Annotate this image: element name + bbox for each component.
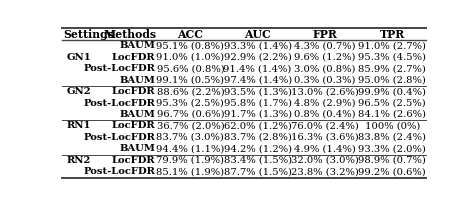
Text: 3.0% (0.8%): 3.0% (0.8%) — [294, 64, 356, 73]
Text: 91.4% (1.4%): 91.4% (1.4%) — [223, 64, 292, 73]
Text: 100% (0%): 100% (0%) — [365, 121, 420, 131]
Text: 95.6% (0.8%): 95.6% (0.8%) — [156, 64, 224, 73]
Text: AUC: AUC — [244, 29, 271, 40]
Text: Post-LocFDR: Post-LocFDR — [83, 64, 155, 73]
Text: 95.8% (1.7%): 95.8% (1.7%) — [224, 99, 292, 108]
Text: BAUM: BAUM — [119, 41, 155, 50]
Text: 76.0% (2.4%): 76.0% (2.4%) — [291, 121, 359, 131]
Text: 62.0% (1.2%): 62.0% (1.2%) — [224, 121, 292, 131]
Text: 84.1% (2.6%): 84.1% (2.6%) — [358, 110, 426, 119]
Text: Post-LocFDR: Post-LocFDR — [83, 133, 155, 142]
Text: Settings: Settings — [64, 29, 115, 40]
Text: 9.6% (1.2%): 9.6% (1.2%) — [294, 53, 356, 62]
Text: 32.0% (3.0%): 32.0% (3.0%) — [291, 156, 359, 165]
Text: 13.0% (2.6%): 13.0% (2.6%) — [291, 87, 359, 96]
Text: 83.4% (1.5%): 83.4% (1.5%) — [224, 156, 292, 165]
Text: BAUM: BAUM — [119, 75, 155, 85]
Text: 85.9% (2.7%): 85.9% (2.7%) — [358, 64, 426, 73]
Text: 79.9% (1.9%): 79.9% (1.9%) — [156, 156, 224, 165]
Text: 91.0% (2.7%): 91.0% (2.7%) — [358, 41, 426, 50]
Text: 94.4% (1.1%): 94.4% (1.1%) — [156, 144, 225, 153]
Text: TPR: TPR — [380, 29, 405, 40]
Text: 23.8% (3.2%): 23.8% (3.2%) — [291, 167, 359, 176]
Text: 94.2% (1.2%): 94.2% (1.2%) — [224, 144, 292, 153]
Text: 98.9% (0.7%): 98.9% (0.7%) — [358, 156, 426, 165]
Text: 92.9% (2.2%): 92.9% (2.2%) — [224, 53, 292, 62]
Text: BAUM: BAUM — [119, 144, 155, 153]
Text: FPR: FPR — [312, 29, 337, 40]
Text: LocFDR: LocFDR — [112, 87, 155, 96]
Text: Methods: Methods — [104, 29, 157, 40]
Text: 95.3% (4.5%): 95.3% (4.5%) — [358, 53, 426, 62]
Text: 93.3% (1.4%): 93.3% (1.4%) — [224, 41, 292, 50]
Text: ACC: ACC — [177, 29, 203, 40]
Text: 4.8% (2.9%): 4.8% (2.9%) — [294, 99, 356, 108]
Text: 4.9% (1.4%): 4.9% (1.4%) — [294, 144, 356, 153]
Text: Post-LocFDR: Post-LocFDR — [83, 167, 155, 176]
Text: 0.3% (0.3%): 0.3% (0.3%) — [294, 75, 356, 85]
Text: 95.3% (2.5%): 95.3% (2.5%) — [156, 99, 224, 108]
Text: 88.6% (2.2%): 88.6% (2.2%) — [156, 87, 224, 96]
Text: 95.1% (0.8%): 95.1% (0.8%) — [156, 41, 224, 50]
Text: GN2: GN2 — [66, 87, 91, 96]
Text: 99.1% (0.5%): 99.1% (0.5%) — [156, 75, 224, 85]
Text: 91.0% (1.0%): 91.0% (1.0%) — [156, 53, 225, 62]
Text: Post-LocFDR: Post-LocFDR — [83, 99, 155, 108]
Text: LocFDR: LocFDR — [112, 53, 155, 62]
Text: 83.7% (2.8%): 83.7% (2.8%) — [224, 133, 292, 142]
Text: 97.4% (1.4%): 97.4% (1.4%) — [224, 75, 292, 85]
Text: 83.8% (2.4%): 83.8% (2.4%) — [358, 133, 426, 142]
Text: LocFDR: LocFDR — [112, 156, 155, 165]
Text: 36.7% (2.0%): 36.7% (2.0%) — [156, 121, 224, 131]
Text: 93.3% (2.0%): 93.3% (2.0%) — [358, 144, 426, 153]
Text: 85.1% (1.9%): 85.1% (1.9%) — [156, 167, 225, 176]
Text: 4.3% (0.7%): 4.3% (0.7%) — [294, 41, 356, 50]
Text: GN1: GN1 — [66, 53, 91, 62]
Text: RN2: RN2 — [66, 156, 91, 165]
Text: 83.7% (3.0%): 83.7% (3.0%) — [156, 133, 224, 142]
Text: 95.0% (2.8%): 95.0% (2.8%) — [358, 75, 426, 85]
Text: 91.7% (1.3%): 91.7% (1.3%) — [224, 110, 292, 119]
Text: RN1: RN1 — [66, 121, 91, 131]
Text: 93.5% (1.3%): 93.5% (1.3%) — [224, 87, 292, 96]
Text: BAUM: BAUM — [119, 110, 155, 119]
Text: 96.7% (0.6%): 96.7% (0.6%) — [156, 110, 224, 119]
Text: LocFDR: LocFDR — [112, 121, 155, 131]
Text: 99.2% (0.6%): 99.2% (0.6%) — [358, 167, 426, 176]
Text: 96.5% (2.5%): 96.5% (2.5%) — [358, 99, 426, 108]
Text: 87.7% (1.5%): 87.7% (1.5%) — [224, 167, 292, 176]
Text: 0.8% (0.4%): 0.8% (0.4%) — [294, 110, 356, 119]
Text: 99.9% (0.4%): 99.9% (0.4%) — [358, 87, 426, 96]
Text: 16.3% (3.6%): 16.3% (3.6%) — [291, 133, 359, 142]
